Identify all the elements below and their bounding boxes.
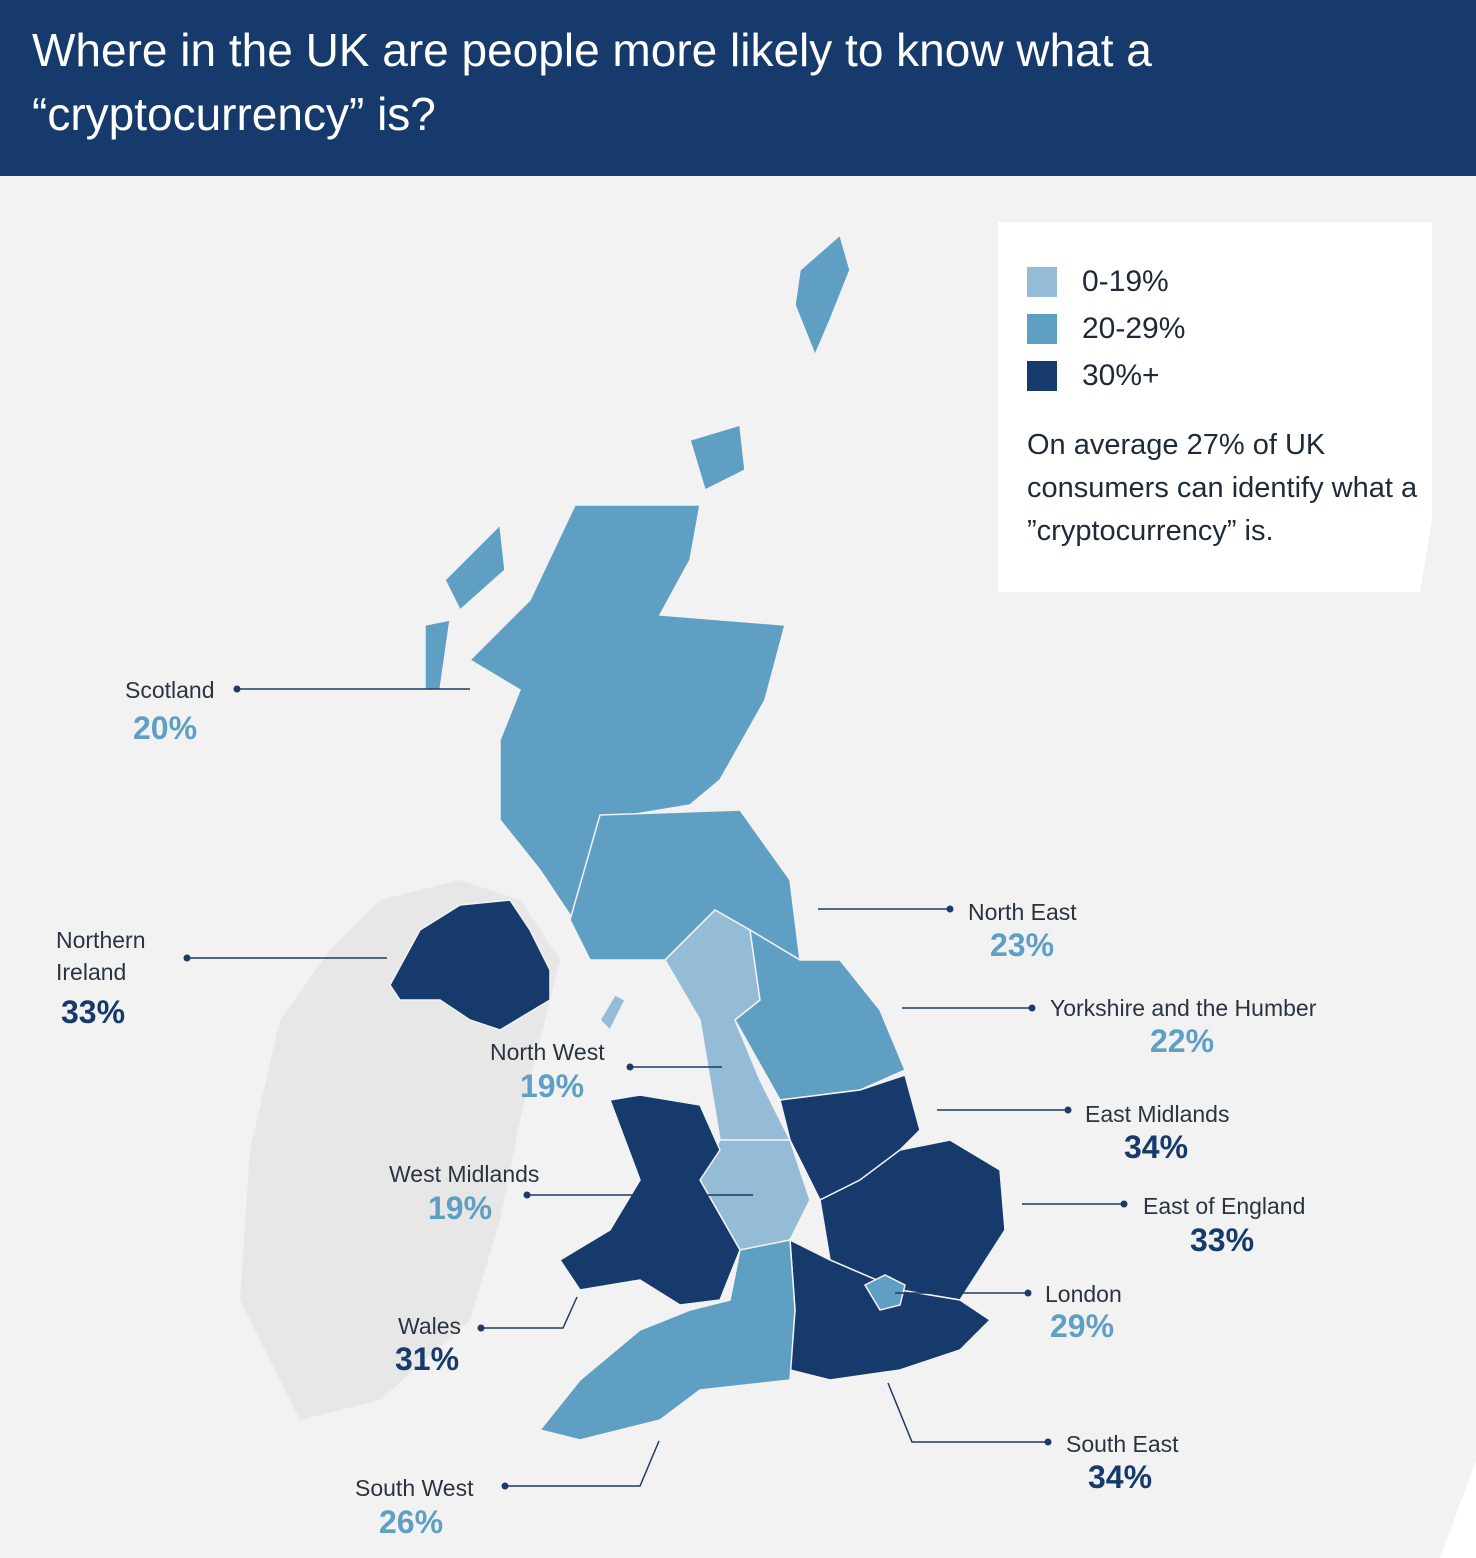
region-shape	[599, 994, 627, 1032]
region-shape	[389, 899, 551, 1031]
region-name: South West	[355, 1475, 474, 1501]
legend-swatch	[1027, 361, 1057, 391]
region-value: 34%	[1088, 1459, 1153, 1495]
region-name: Scotland	[125, 677, 215, 703]
region-value: 29%	[1050, 1308, 1115, 1344]
header-band	[0, 0, 1476, 176]
region-name: East of England	[1143, 1193, 1306, 1219]
leader-dot	[183, 954, 191, 962]
region-value: 31%	[395, 1341, 460, 1377]
legend-label: 20-29%	[1082, 312, 1186, 345]
region-value: 34%	[1124, 1129, 1189, 1165]
leader-line	[887, 1382, 1048, 1443]
leader-dot	[523, 1191, 531, 1199]
region-shape	[863, 1274, 906, 1311]
region-shape	[689, 424, 746, 492]
note: On average 27% of UK consumers can ident…	[1027, 429, 1418, 547]
leader-dot	[1024, 1289, 1032, 1297]
region-shape	[569, 809, 801, 962]
leader-dot	[1120, 1200, 1128, 1208]
region-name: East Midlands	[1085, 1101, 1230, 1127]
legend-swatch	[1027, 314, 1057, 344]
region-name: Yorkshire and the Humber	[1050, 995, 1317, 1021]
region-shape	[734, 928, 906, 1101]
region-name: North West	[490, 1039, 605, 1065]
region-shape	[424, 619, 451, 691]
leader-dot	[233, 685, 241, 693]
legend-swatch	[1027, 267, 1057, 297]
title: Where in the UK are people more likely t…	[32, 24, 1152, 140]
leader-dot	[1064, 1106, 1072, 1114]
leader-dot	[1044, 1438, 1052, 1446]
corner	[1440, 1460, 1476, 1558]
region-shape	[794, 233, 851, 357]
leader-dot	[501, 1482, 509, 1490]
region-value: 23%	[990, 927, 1055, 963]
region-shape	[558, 1094, 741, 1306]
region-name: Wales	[398, 1313, 462, 1339]
region-value: 20%	[133, 710, 198, 746]
legend-label: 30%+	[1082, 359, 1160, 392]
region-value: 33%	[1190, 1222, 1255, 1258]
region-name: South East	[1066, 1431, 1179, 1457]
legend-label: 0-19%	[1082, 265, 1169, 298]
leader-dot	[946, 905, 954, 913]
region-value: 33%	[61, 994, 126, 1030]
region-name: West Midlands	[389, 1161, 540, 1187]
leader-line	[481, 1296, 578, 1329]
leader-dot	[477, 1324, 485, 1332]
region-name: London	[1045, 1281, 1122, 1307]
leader-dot	[1028, 1004, 1036, 1012]
legend-box	[998, 222, 1432, 592]
region-name: Northern Ireland	[56, 927, 146, 985]
region-value: 26%	[379, 1504, 444, 1540]
region-shape	[538, 1239, 796, 1441]
region-value: 19%	[428, 1190, 493, 1226]
region-name: North East	[968, 899, 1077, 925]
region-shape	[444, 523, 506, 612]
leader-line	[505, 1440, 660, 1487]
leader-dot	[626, 1063, 634, 1071]
region-value: 22%	[1150, 1023, 1215, 1059]
region-value: 19%	[520, 1068, 585, 1104]
